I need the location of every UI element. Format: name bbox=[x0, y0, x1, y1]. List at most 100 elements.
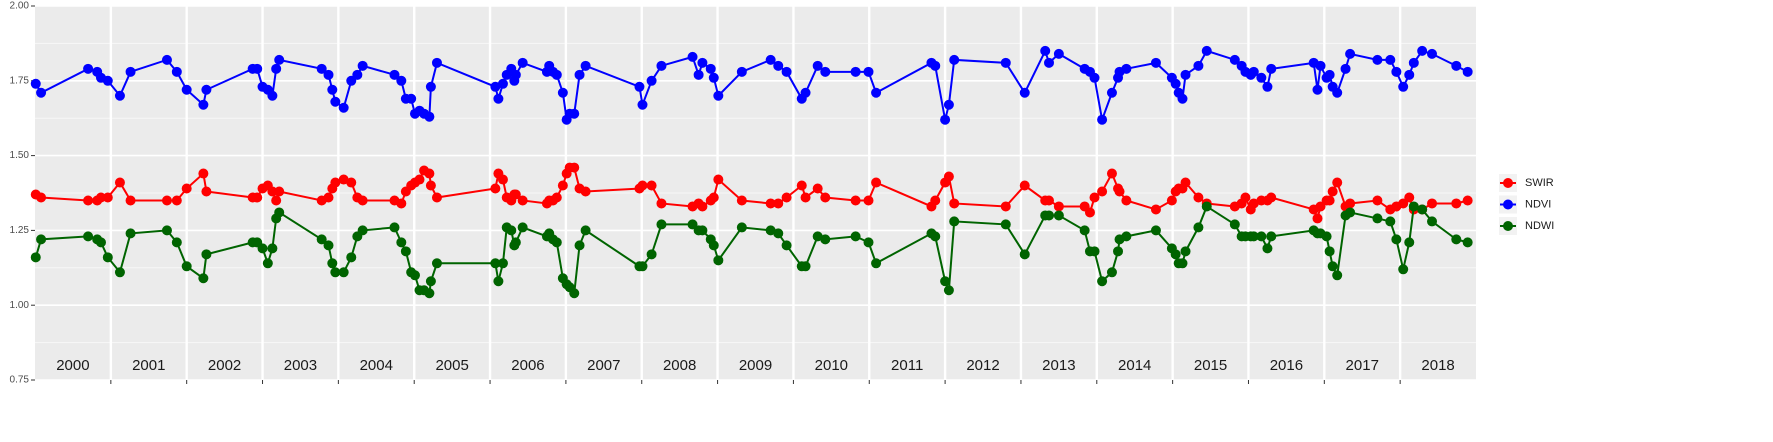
data-point bbox=[1166, 195, 1177, 206]
data-point bbox=[493, 276, 504, 287]
legend-label: NDWI bbox=[1525, 220, 1554, 232]
year-label: 2006 bbox=[511, 357, 544, 374]
data-point bbox=[1170, 78, 1181, 89]
data-point bbox=[1180, 246, 1191, 257]
data-point bbox=[425, 180, 436, 191]
data-point bbox=[198, 168, 209, 179]
data-point bbox=[1398, 264, 1409, 275]
data-point bbox=[424, 168, 435, 179]
data-point bbox=[267, 243, 278, 254]
data-point bbox=[940, 276, 951, 287]
y-tick-label: 1.75 bbox=[10, 75, 30, 86]
data-point bbox=[1327, 261, 1338, 272]
data-point bbox=[271, 63, 282, 74]
data-point bbox=[850, 231, 861, 242]
data-point bbox=[820, 234, 831, 245]
data-point bbox=[1398, 81, 1409, 92]
data-point bbox=[1462, 237, 1473, 248]
data-point bbox=[1079, 225, 1090, 236]
data-point bbox=[409, 270, 420, 281]
data-point bbox=[1084, 207, 1095, 218]
data-point bbox=[812, 183, 823, 194]
data-point bbox=[517, 222, 528, 233]
data-point bbox=[1180, 69, 1191, 80]
data-point bbox=[257, 243, 268, 254]
data-point bbox=[1177, 258, 1188, 269]
data-point bbox=[346, 177, 357, 188]
data-point bbox=[1332, 270, 1343, 281]
data-point bbox=[863, 237, 874, 248]
data-point bbox=[490, 81, 501, 92]
data-point bbox=[943, 285, 954, 296]
year-label: 2000 bbox=[56, 357, 89, 374]
data-point bbox=[1324, 246, 1335, 257]
data-point bbox=[1044, 210, 1055, 221]
data-point bbox=[871, 87, 882, 98]
data-point bbox=[1451, 234, 1462, 245]
data-point bbox=[930, 231, 941, 242]
year-label: 2016 bbox=[1270, 357, 1303, 374]
data-point bbox=[1106, 87, 1117, 98]
data-point bbox=[1150, 204, 1161, 215]
data-point bbox=[1044, 57, 1055, 68]
data-point bbox=[274, 207, 285, 218]
data-point bbox=[656, 198, 667, 209]
data-point bbox=[181, 261, 192, 272]
data-point bbox=[736, 195, 747, 206]
year-label: 2012 bbox=[966, 357, 999, 374]
data-point bbox=[1000, 57, 1011, 68]
data-point bbox=[36, 234, 47, 245]
year-label: 2014 bbox=[1118, 357, 1151, 374]
year-label: 2002 bbox=[208, 357, 241, 374]
data-point bbox=[1451, 60, 1462, 71]
year-label: 2011 bbox=[891, 357, 923, 374]
data-point bbox=[1266, 231, 1277, 242]
data-point bbox=[1121, 195, 1132, 206]
data-point bbox=[201, 84, 212, 95]
data-point bbox=[431, 192, 442, 203]
data-point bbox=[1180, 177, 1191, 188]
data-point bbox=[765, 225, 776, 236]
data-point bbox=[161, 195, 172, 206]
data-point bbox=[569, 108, 580, 119]
data-point bbox=[102, 192, 113, 203]
data-point bbox=[396, 198, 407, 209]
data-point bbox=[580, 186, 591, 197]
data-point bbox=[646, 249, 657, 260]
legend-label: NDVI bbox=[1525, 198, 1551, 210]
year-label: 2003 bbox=[284, 357, 317, 374]
data-point bbox=[781, 192, 792, 203]
data-point bbox=[1089, 246, 1100, 257]
data-point bbox=[557, 180, 568, 191]
data-point bbox=[1404, 237, 1415, 248]
data-point bbox=[114, 90, 125, 101]
data-point bbox=[506, 225, 517, 236]
year-label: 2013 bbox=[1042, 357, 1075, 374]
data-point bbox=[267, 90, 278, 101]
data-point bbox=[181, 84, 192, 95]
data-point bbox=[330, 96, 341, 107]
data-point bbox=[1327, 186, 1338, 197]
data-point bbox=[796, 180, 807, 191]
data-point bbox=[510, 237, 521, 248]
y-tick-label: 1.25 bbox=[10, 225, 30, 236]
data-point bbox=[1193, 192, 1204, 203]
data-point bbox=[1097, 114, 1108, 125]
legend-key-point bbox=[1503, 221, 1513, 231]
data-point bbox=[36, 192, 47, 203]
data-point bbox=[1462, 66, 1473, 77]
legend-key-point bbox=[1503, 199, 1513, 210]
data-point bbox=[490, 258, 501, 269]
year-label: 2008 bbox=[663, 357, 696, 374]
legend-label: SWIR bbox=[1525, 177, 1554, 189]
data-point bbox=[736, 66, 747, 77]
data-point bbox=[1417, 45, 1428, 56]
data-point bbox=[161, 54, 172, 65]
data-point bbox=[940, 114, 951, 125]
data-point bbox=[330, 177, 341, 188]
data-point bbox=[262, 258, 273, 269]
data-point bbox=[338, 102, 349, 113]
data-point bbox=[871, 258, 882, 269]
year-label: 2005 bbox=[435, 357, 468, 374]
